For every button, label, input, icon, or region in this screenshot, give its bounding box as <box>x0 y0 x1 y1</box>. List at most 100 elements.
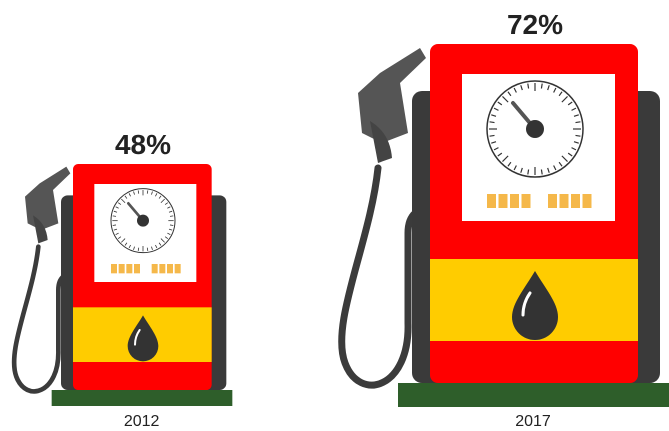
nozzle-trigger <box>33 215 48 244</box>
digit <box>548 194 557 208</box>
gauge-tick <box>137 190 140 194</box>
nozzle <box>24 166 71 230</box>
gauge-tick <box>553 165 557 171</box>
gauge-tick <box>567 152 573 157</box>
gauge-tick <box>567 101 573 106</box>
gauge-tick <box>573 141 579 144</box>
gauge-tick <box>158 242 162 246</box>
gauge-tick <box>169 224 174 226</box>
gauge-tick <box>167 206 171 209</box>
gauge-tick <box>497 152 503 157</box>
gauge-tick <box>561 96 568 103</box>
gauge-tick <box>502 155 509 162</box>
gauge-tick <box>513 165 517 171</box>
digit <box>111 264 117 274</box>
gauge-tick <box>137 247 140 252</box>
gauge-tick <box>573 114 579 117</box>
gauge-tick <box>160 198 165 204</box>
gauge-tick <box>497 101 503 106</box>
gauge-tick <box>169 215 174 217</box>
gauge-tick <box>575 121 581 124</box>
gauge-tick <box>167 232 171 235</box>
gauge-tick <box>571 147 577 151</box>
gauge-tick <box>160 238 165 243</box>
gauge-tick <box>164 236 169 240</box>
digit <box>151 264 158 274</box>
digit <box>174 264 181 274</box>
nozzle <box>358 48 426 143</box>
gauge-tick <box>146 190 149 194</box>
gauge-tick <box>112 224 117 226</box>
gauge-tick <box>158 195 162 199</box>
gauge-tick <box>558 161 563 167</box>
gauge-tick <box>146 247 149 252</box>
gauge-tick <box>121 238 126 243</box>
gauge-tick <box>155 244 158 249</box>
fuel-drop <box>512 271 558 340</box>
digit <box>159 264 166 274</box>
gauge-tick <box>493 147 499 151</box>
gauge-tick <box>133 191 135 195</box>
gauge-tick <box>553 87 557 93</box>
gauge-hub <box>137 214 149 227</box>
gauge-tick <box>502 96 509 103</box>
gauge-tick <box>561 155 568 162</box>
gauge-tick <box>571 107 577 111</box>
gauge-tick <box>520 85 523 91</box>
value-label: 72% <box>507 9 563 40</box>
gauge-tick <box>520 167 523 173</box>
gauge-tick <box>128 193 131 197</box>
gauge-tick <box>540 169 543 175</box>
gauge-tick <box>117 236 122 240</box>
digit <box>134 264 140 274</box>
gauge-tick <box>168 228 173 231</box>
gauge-tick <box>527 83 530 89</box>
digit <box>510 194 519 208</box>
gauge-tick <box>491 114 497 117</box>
digit <box>487 194 496 208</box>
fuel-drop <box>127 315 159 362</box>
gauge-tick <box>540 83 543 89</box>
gauge-tick <box>168 210 173 213</box>
gauge-tick <box>133 246 135 250</box>
gauge-tick <box>547 85 550 91</box>
value-label: 48% <box>115 129 171 160</box>
gauge-tick <box>547 167 550 173</box>
gauge-tick <box>513 87 517 93</box>
pump <box>11 164 233 406</box>
gauge-tick <box>113 228 118 231</box>
hose <box>338 164 434 389</box>
digit <box>521 194 531 208</box>
gauge-tick <box>128 244 131 249</box>
gauge-tick <box>527 169 530 175</box>
gauge-tick <box>151 191 153 195</box>
digit <box>126 264 133 274</box>
digit <box>167 264 173 274</box>
gauge-tick <box>575 134 581 137</box>
hose <box>11 244 76 394</box>
drop-highlight <box>521 291 532 317</box>
gauge-tick <box>112 215 117 217</box>
gauge-tick <box>115 206 119 209</box>
gauge-tick <box>164 202 169 205</box>
gauge-tick <box>121 198 126 204</box>
gauge-tick <box>493 107 499 111</box>
digit <box>118 264 125 274</box>
category-label: 2017 <box>515 413 551 430</box>
gauge-tick <box>507 161 512 167</box>
drop-highlight <box>134 328 141 346</box>
digit <box>498 194 508 208</box>
gauge-tick <box>491 141 497 144</box>
gauge-tick <box>124 195 128 199</box>
digit <box>559 194 569 208</box>
nozzle-trigger <box>370 121 392 163</box>
pump <box>338 44 669 407</box>
gauge-tick <box>489 121 495 124</box>
gauge-tick <box>151 246 153 250</box>
category-label: 2012 <box>124 413 160 430</box>
ground <box>51 390 233 406</box>
gauge-tick <box>117 202 122 205</box>
gauge-tick <box>558 91 563 97</box>
gauge-tick <box>489 134 495 137</box>
